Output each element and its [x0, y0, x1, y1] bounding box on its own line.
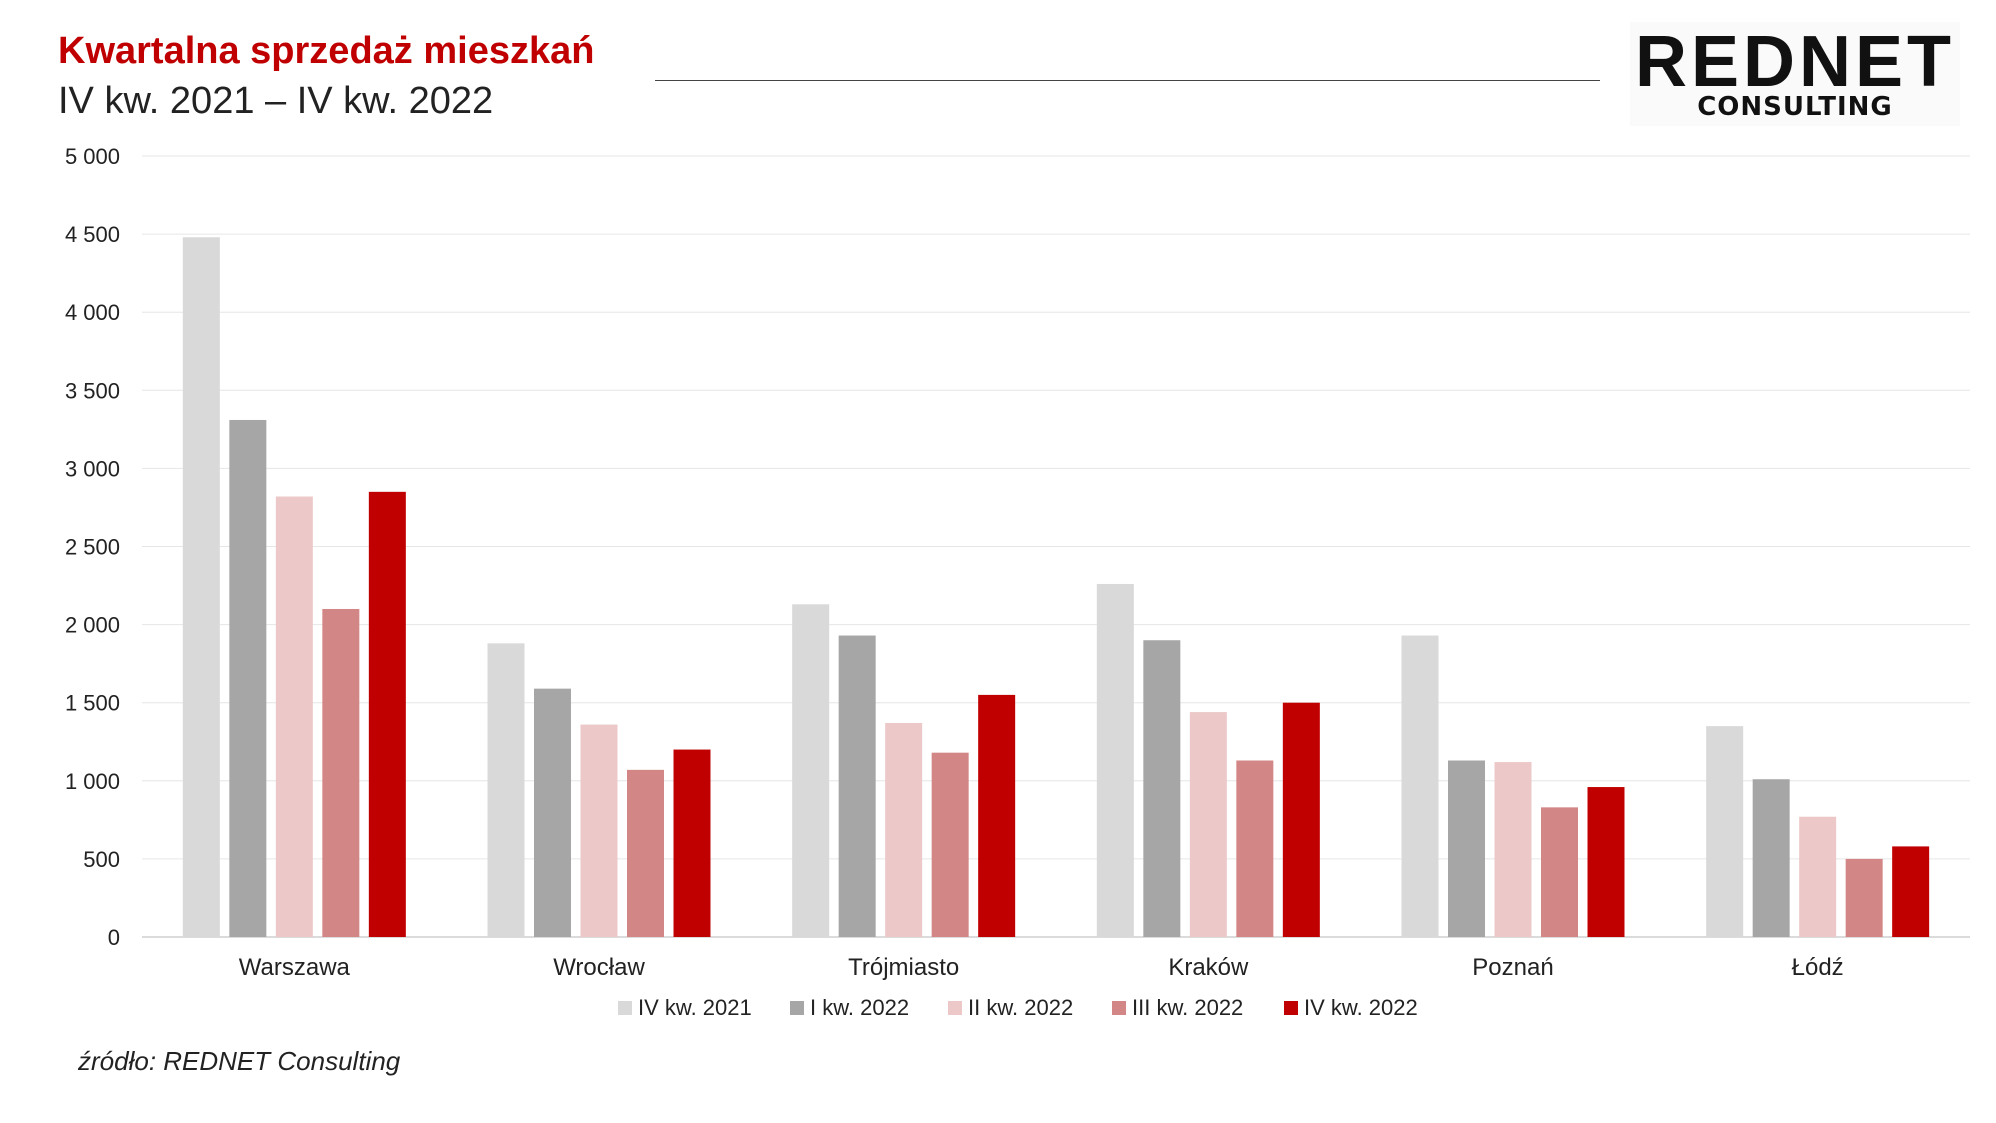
legend-swatch: [948, 1001, 962, 1015]
source-note: źródło: REDNET Consulting: [78, 1046, 401, 1076]
bar: [931, 752, 969, 937]
y-tick-label: 3 000: [65, 456, 120, 481]
bar: [673, 749, 711, 937]
rednet-logo: REDNET CONSULTING: [1630, 22, 1960, 126]
y-tick-label: 1 000: [65, 769, 120, 794]
legend-label: IV kw. 2021: [638, 995, 752, 1020]
bar: [275, 496, 313, 937]
y-tick-label: 5 000: [65, 144, 120, 169]
bar: [1143, 640, 1181, 937]
chart-title: Kwartalna sprzedaż mieszkań: [58, 30, 595, 72]
legend-label: I kw. 2022: [810, 995, 909, 1020]
category-label: Kraków: [1168, 954, 1249, 981]
y-tick-label: 1 500: [65, 691, 120, 716]
bar: [885, 723, 923, 937]
logo-main-text: REDNET: [1634, 22, 1955, 102]
bar: [368, 491, 406, 937]
legend-label: IV kw. 2022: [1304, 995, 1418, 1020]
bar: [534, 688, 571, 937]
y-tick-label: 4 000: [65, 300, 120, 325]
category-label: Poznań: [1472, 954, 1553, 981]
bar: [1096, 583, 1134, 937]
bar: [838, 635, 876, 937]
y-tick-label: 2 500: [65, 535, 120, 560]
legend-label: II kw. 2022: [968, 995, 1073, 1020]
bar: [792, 604, 830, 937]
bar: [1587, 787, 1625, 937]
bar: [322, 608, 360, 937]
bar: [580, 724, 618, 937]
category-label: Warszawa: [239, 954, 351, 981]
category-label: Wrocław: [553, 954, 645, 981]
bar: [1189, 712, 1227, 937]
bar: [1401, 635, 1439, 937]
bar: [978, 694, 1016, 937]
legend-swatch: [790, 1001, 804, 1015]
legend-swatch: [1284, 1001, 1298, 1015]
category-label: Trójmiasto: [848, 954, 959, 981]
bar: [1752, 779, 1790, 937]
logo-sub-text: CONSULTING: [1697, 92, 1893, 122]
category-label: Łódź: [1792, 954, 1844, 981]
bar: [229, 419, 267, 937]
bar: [1845, 858, 1883, 937]
y-tick-label: 3 500: [65, 378, 120, 403]
bar: [487, 643, 525, 937]
bar: [1282, 702, 1320, 937]
bar: [627, 769, 664, 937]
legend-swatch: [618, 1001, 632, 1015]
bar: [1448, 760, 1485, 937]
bar-chart: 0 500 1 000 1 500 2 000 2 500 3 000 3 500 4 000 4…: [65, 144, 1970, 1020]
chart-subtitle: IV kw. 2021 – IV kw. 2022: [58, 80, 494, 122]
bar: [1236, 760, 1274, 937]
legend-label: III kw. 2022: [1132, 995, 1243, 1020]
bar: [1494, 762, 1532, 937]
y-tick-label: 0: [108, 925, 120, 950]
bar: [1541, 807, 1578, 937]
bar: [1799, 816, 1837, 937]
y-tick-label: 4 500: [65, 222, 120, 247]
legend-swatch: [1112, 1001, 1126, 1015]
bar: [1892, 846, 1930, 937]
y-tick-label: 2 000: [65, 613, 120, 638]
bar: [1706, 726, 1744, 937]
title-divider: [655, 80, 1600, 81]
bar: [182, 237, 220, 937]
y-tick-label: 500: [83, 847, 120, 872]
